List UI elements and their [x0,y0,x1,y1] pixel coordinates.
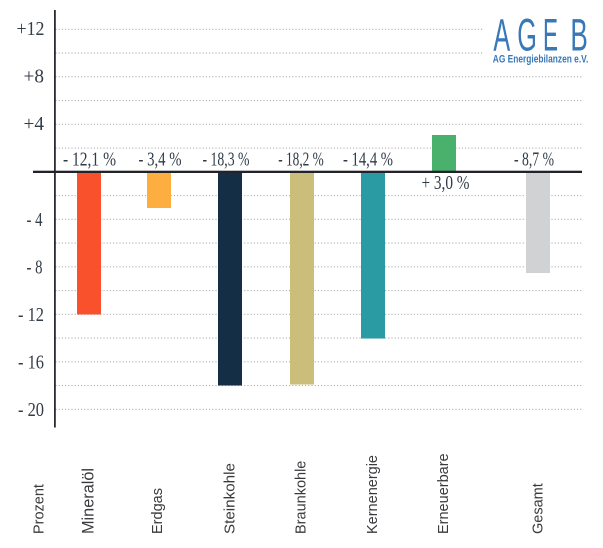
svg-text:Braunkohle: Braunkohle [294,461,310,534]
svg-text:- 14,4 %: - 14,4 % [343,148,393,170]
svg-text:+ 3,0 %: + 3,0 % [422,172,470,194]
svg-text:+12: +12 [17,19,45,40]
svg-text:- 4: - 4 [27,210,43,231]
svg-text:- 18,2 %: - 18,2 % [278,148,324,170]
svg-text:- 8: - 8 [27,257,43,278]
svg-text:- 20: - 20 [18,400,44,421]
svg-text:- 16: - 16 [18,352,44,373]
svg-text:- 18,3 %: - 18,3 % [203,148,250,170]
svg-text:+4: +4 [24,114,45,135]
svg-text:E: E [543,10,558,61]
svg-text:Mineralöl: Mineralöl [80,468,98,534]
svg-text:+8: +8 [24,66,45,87]
svg-text:AG Energiebilanzen e.V.: AG Energiebilanzen e.V. [493,54,589,66]
svg-text:Steinkohle: Steinkohle [222,463,239,534]
svg-text:- 8,7 %: - 8,7 % [514,148,554,170]
svg-text:G: G [517,10,537,61]
svg-text:A: A [493,10,510,61]
svg-text:- 12: - 12 [18,305,44,326]
svg-text:- 12,1 %: - 12,1 % [63,148,116,170]
svg-text:Prozent: Prozent [31,484,47,534]
svg-text:B: B [570,10,587,60]
svg-text:Erneuerbare: Erneuerbare [436,453,452,534]
svg-text:- 3,4 %: - 3,4 % [139,148,182,170]
svg-text:Gesamt: Gesamt [530,483,546,534]
svg-text:Erdgas: Erdgas [150,488,166,534]
svg-text:Kernenergie: Kernenergie [365,455,381,534]
